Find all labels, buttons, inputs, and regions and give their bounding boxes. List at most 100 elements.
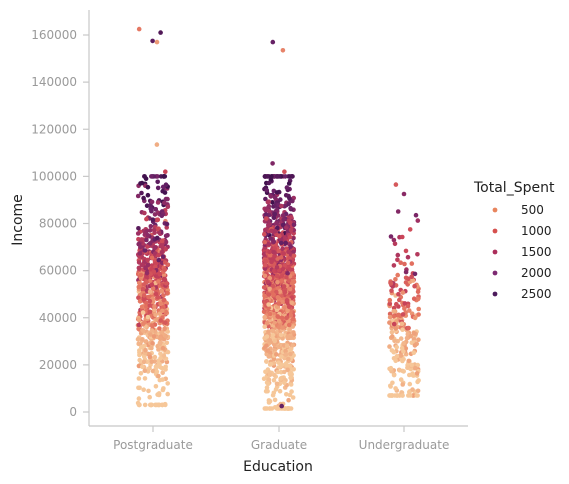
data-point (287, 267, 293, 272)
data-point (150, 341, 155, 346)
data-point (271, 239, 277, 244)
data-point (161, 174, 167, 179)
data-point (155, 200, 161, 205)
data-point (165, 349, 171, 355)
data-point (155, 179, 160, 185)
data-point (402, 301, 408, 306)
data-point (153, 312, 158, 318)
data-point (410, 387, 415, 392)
data-point (157, 326, 162, 331)
data-point (280, 246, 285, 252)
data-point (411, 330, 417, 336)
data-point (277, 388, 283, 394)
data-point (391, 237, 397, 243)
data-point (141, 195, 146, 201)
data-point (159, 250, 165, 255)
data-point (266, 377, 272, 382)
data-point (393, 386, 398, 391)
data-point (415, 252, 420, 257)
data-point (267, 208, 272, 214)
data-point (270, 161, 275, 166)
data-point (272, 246, 278, 251)
data-point (150, 217, 156, 222)
data-point (147, 228, 153, 233)
data-point (278, 255, 284, 260)
data-point (145, 192, 151, 198)
data-point (285, 308, 290, 313)
data-point (395, 252, 401, 258)
data-point (160, 387, 166, 393)
data-point (278, 332, 284, 338)
data-point (266, 199, 272, 204)
data-point (391, 372, 397, 378)
data-point (144, 229, 149, 234)
data-point (270, 328, 275, 333)
data-point (158, 351, 163, 357)
data-point (145, 184, 151, 190)
data-point (288, 375, 293, 381)
data-point (289, 281, 295, 286)
data-point (136, 341, 142, 347)
data-point (160, 370, 165, 376)
data-point (286, 181, 292, 186)
data-point (162, 267, 168, 272)
data-point (149, 345, 154, 351)
data-point (399, 321, 405, 327)
data-point (280, 48, 286, 53)
data-point (165, 290, 170, 296)
data-point (145, 257, 150, 263)
data-point (147, 289, 153, 294)
data-point (407, 381, 413, 387)
data-point (156, 252, 161, 258)
data-point (163, 169, 168, 174)
y-tick-label: 20000 (39, 358, 77, 372)
data-point (407, 389, 412, 395)
data-point (136, 26, 142, 32)
data-point (262, 273, 268, 279)
data-point (396, 291, 401, 297)
data-point (279, 203, 284, 209)
data-point (288, 220, 293, 226)
data-point (143, 347, 148, 353)
data-point (145, 244, 150, 249)
data-point (141, 293, 147, 298)
data-point (140, 310, 146, 315)
data-point (149, 282, 155, 288)
data-point (409, 362, 415, 368)
data-point (143, 265, 148, 271)
data-point (280, 336, 285, 341)
data-point (403, 269, 409, 275)
data-point (267, 249, 273, 255)
data-point (271, 377, 277, 383)
data-point (393, 277, 398, 282)
legend-label: 2500 (521, 287, 552, 301)
data-point (401, 341, 407, 346)
data-point (415, 296, 421, 302)
data-point (147, 394, 152, 400)
data-point (165, 391, 170, 397)
data-point (400, 393, 405, 398)
data-point (286, 278, 292, 284)
data-point (265, 348, 271, 353)
data-point (142, 210, 147, 216)
data-point (391, 314, 397, 319)
data-point (264, 359, 269, 364)
data-point (284, 275, 289, 280)
data-point (272, 195, 278, 200)
data-point (281, 217, 287, 223)
data-point (148, 332, 153, 337)
data-point (274, 220, 279, 226)
data-point (136, 266, 142, 271)
data-point (163, 309, 169, 314)
data-point (267, 275, 273, 281)
data-point (287, 327, 292, 332)
data-point (400, 312, 406, 317)
data-point (280, 222, 286, 228)
data-point (405, 303, 411, 309)
data-point (279, 315, 285, 321)
data-point (163, 333, 169, 339)
data-point (392, 241, 398, 247)
data-point (162, 200, 167, 206)
data-point (151, 334, 157, 339)
